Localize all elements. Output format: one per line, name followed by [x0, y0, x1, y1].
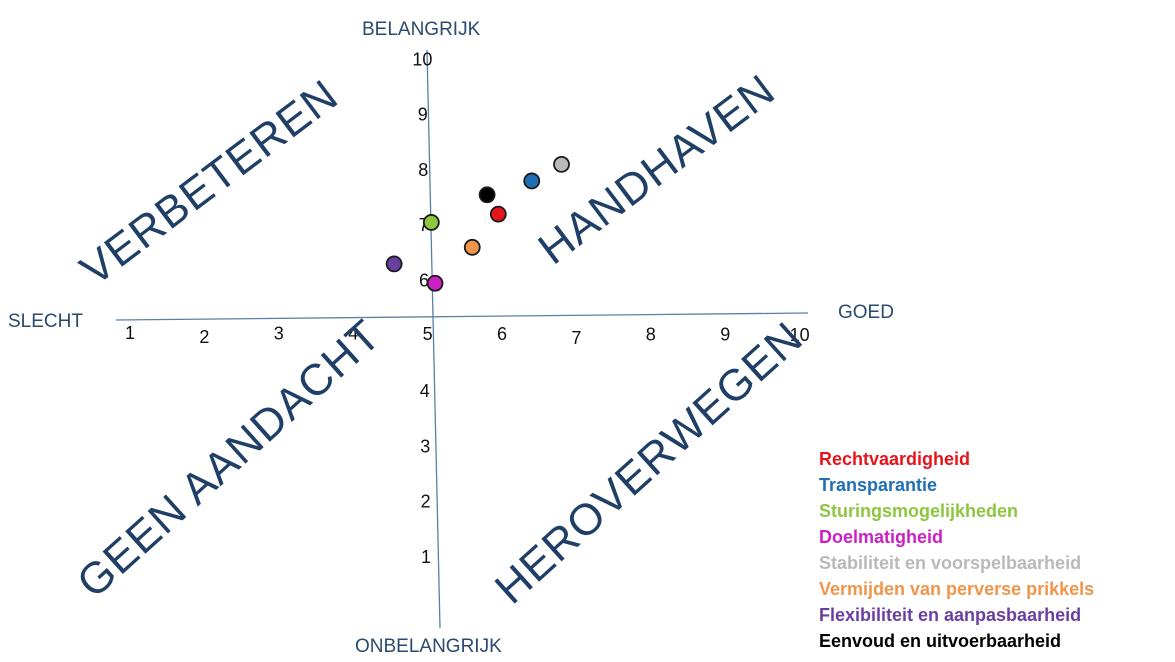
data-point-transparantie — [523, 172, 541, 190]
legend-item: Stabiliteit en voorspelbaarheid — [819, 553, 1082, 573]
x-tick-label: 6 — [497, 324, 507, 344]
quadrant-label-geen-aandacht: GEEN AANDACHT — [68, 310, 390, 607]
x-tick-labels: 1 2 3 4 5 6 7 8 9 10 — [125, 323, 810, 348]
x-tick-label: 3 — [274, 323, 284, 343]
y-tick-label: 8 — [418, 160, 428, 180]
y-tick-label: 1 — [421, 547, 431, 567]
legend-item: Eenvoud en uitvoerbaarheid — [819, 631, 1062, 651]
quadrant-label-heroverwegen: HEROVERWEGEN — [486, 313, 812, 614]
y-tick-label: 9 — [418, 105, 428, 125]
x-tick-label: 9 — [720, 325, 730, 345]
x-tick-label: 10 — [790, 325, 810, 345]
x-tick-label: 1 — [125, 323, 135, 343]
data-point-vermijden-van-perverse-prikkels — [463, 238, 481, 256]
y-tick-label: 6 — [419, 271, 429, 291]
legend: Rechtvaardigheid Transparantie Sturingsmog… — [819, 446, 1094, 654]
quadrant-label-verbeteren: VERBETEREN — [72, 70, 348, 295]
legend-item: Vermijden van perverse prikkels — [819, 579, 1095, 599]
y-tick-label: 3 — [420, 436, 430, 456]
y-axis-line — [426, 49, 441, 629]
legend-item: Transparantie — [819, 475, 938, 495]
data-point-rechtvaardigheid — [489, 205, 507, 223]
x-axis-line — [115, 312, 809, 321]
legend-item: Sturingsmogelijkheden — [819, 501, 1019, 521]
y-axis-label-bottom: ONBELANGRIJK — [355, 636, 502, 657]
y-tick-label: 10 — [412, 49, 432, 69]
x-tick-label: 7 — [571, 328, 581, 348]
data-point-doelmatigheid — [426, 274, 444, 292]
data-point-flexibiliteit-en-aanpasbaarheid — [385, 255, 403, 273]
data-point-stabiliteit-en-voorspelbaarheid — [553, 155, 570, 173]
legend-item: Doelmatigheid — [819, 527, 944, 547]
y-axis-label-top: BELANGRIJK — [362, 19, 481, 40]
y-tick-label: 4 — [420, 381, 430, 401]
x-tick-label: 2 — [199, 327, 209, 347]
data-point-eenvoud-en-uitvoerbaarheid — [478, 186, 496, 204]
x-tick-label: 4 — [348, 324, 358, 344]
y-tick-labels: 1234678910 — [412, 49, 432, 567]
y-tick-label: 2 — [421, 492, 431, 512]
data-points — [385, 155, 570, 292]
x-axis-label-right: GOED — [838, 302, 894, 323]
data-point-sturingsmogelijkheden — [422, 214, 440, 231]
x-tick-label: 5 — [423, 324, 433, 344]
legend-item: Flexibiliteit en aanpasbaarheid — [819, 605, 1082, 625]
x-axis-label-left: SLECHT — [8, 311, 83, 332]
x-tick-label: 8 — [646, 324, 656, 344]
legend-item: Rechtvaardigheid — [819, 449, 971, 469]
